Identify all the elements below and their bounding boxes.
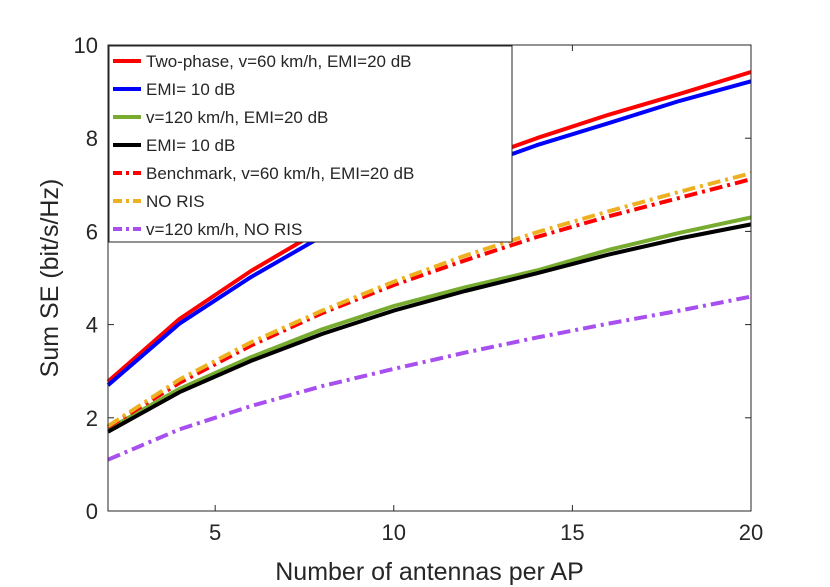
legend-label-3: v=120 km/h, EMI=20 dB: [146, 108, 328, 127]
y-tick-label: 4: [86, 313, 98, 338]
y-tick-label: 0: [86, 499, 98, 524]
y-tick-label: 8: [86, 126, 98, 151]
series-line-5: [106, 177, 752, 429]
x-tick-label: 10: [382, 520, 406, 545]
legend-label-7: v=120 km/h, NO RIS: [146, 220, 302, 239]
legend-label-2: EMI= 10 dB: [146, 80, 235, 99]
x-tick-label: 15: [560, 520, 584, 545]
legend-label-5: Benchmark, v=60 km/h, EMI=20 dB: [146, 164, 414, 183]
legend-label-6: NO RIS: [146, 192, 205, 211]
series-line-3: [107, 215, 752, 432]
series-line-4: [107, 222, 752, 434]
legend: Two-phase, v=60 km/h, EMI=20 dB EMI= 10 d…: [108, 45, 513, 243]
y-tick-label: 6: [86, 219, 98, 244]
plot-frame: [107, 44, 752, 512]
y-tick-label: 10: [74, 33, 98, 58]
x-axis-label: Number of antennas per AP: [275, 558, 584, 586]
series-layer: [106, 70, 752, 462]
series-line-7: [107, 294, 752, 462]
labels-layer: Number of antennas per AP Sum SE (bit/s/…: [36, 179, 584, 586]
x-tick-label: 20: [739, 520, 763, 545]
legend-box: [108, 45, 513, 243]
y-axis-label: Sum SE (bit/s/Hz): [36, 179, 64, 378]
axes-layer: 5 10 15 20 0 2 4 6 8 10: [74, 33, 764, 545]
y-tick-label: 2: [86, 406, 98, 431]
series-line-6: [106, 171, 752, 428]
x-tick-label: 5: [209, 520, 221, 545]
legend-label-4: EMI= 10 dB: [146, 136, 235, 155]
legend-label-1: Two-phase, v=60 km/h, EMI=20 dB: [146, 52, 412, 71]
